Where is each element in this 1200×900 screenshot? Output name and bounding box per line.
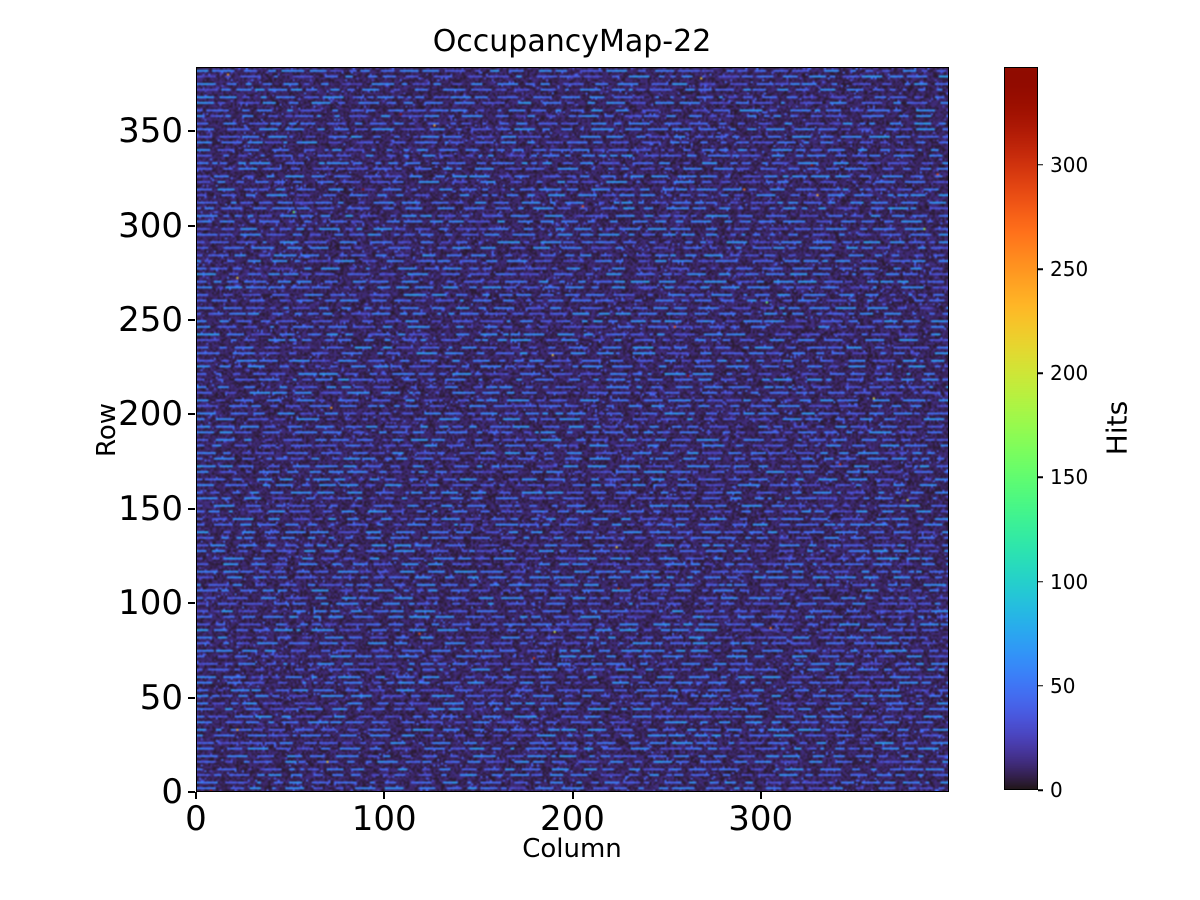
- chart-title: OccupancyMap-22: [432, 24, 712, 59]
- colorbar-tick-label: 150: [1050, 465, 1089, 490]
- y-tick-label: 300: [118, 205, 183, 246]
- y-tick-mark: [188, 318, 195, 321]
- y-tick-mark: [188, 224, 195, 227]
- y-axis-label: Row: [92, 402, 122, 458]
- y-tick-label: 200: [118, 394, 183, 435]
- colorbar-tick-mark: [1038, 789, 1043, 791]
- colorbar-tick-label: 0: [1050, 778, 1063, 802]
- y-tick-mark: [188, 696, 195, 699]
- y-tick-label: 350: [118, 111, 183, 152]
- colorbar-tick-mark: [1038, 685, 1043, 687]
- y-tick-mark: [188, 507, 195, 510]
- colorbar-tick-mark: [1038, 268, 1043, 270]
- colorbar-tick-label: 50: [1050, 673, 1076, 698]
- y-tick-label: 150: [118, 488, 183, 529]
- colorbar-tick-label: 100: [1050, 569, 1089, 594]
- x-tick-mark: [195, 792, 197, 799]
- x-tick-label: 100: [351, 799, 417, 839]
- colorbar-tick-mark: [1038, 164, 1043, 166]
- colorbar-canvas: [1004, 67, 1038, 790]
- colorbar-tick-mark: [1038, 476, 1043, 479]
- colorbar-tick-label: 250: [1050, 257, 1089, 282]
- x-tick-label: 0: [185, 799, 207, 839]
- x-tick-mark: [759, 792, 762, 799]
- y-tick-label: 250: [118, 299, 183, 340]
- x-tick-mark: [383, 792, 386, 799]
- y-tick-mark: [188, 130, 195, 133]
- y-tick-mark: [188, 413, 195, 416]
- colorbar-tick-label: 200: [1050, 361, 1089, 386]
- colorbar-tick-mark: [1038, 372, 1043, 375]
- x-tick-label: 200: [540, 799, 605, 839]
- y-tick-label: 50: [139, 677, 183, 718]
- y-tick-label: 0: [161, 772, 183, 812]
- colorbar-tick-label: 300: [1050, 152, 1089, 177]
- x-tick-mark: [571, 792, 574, 799]
- colorbar-tick-mark: [1038, 580, 1043, 583]
- y-tick-mark: [188, 602, 195, 605]
- heatmap-canvas: [196, 67, 949, 792]
- y-tick-label: 100: [118, 583, 183, 624]
- colorbar-label: Hits: [1100, 400, 1134, 456]
- x-tick-label: 300: [728, 799, 794, 839]
- x-axis-label: Column: [522, 834, 622, 864]
- y-tick-mark: [188, 791, 195, 793]
